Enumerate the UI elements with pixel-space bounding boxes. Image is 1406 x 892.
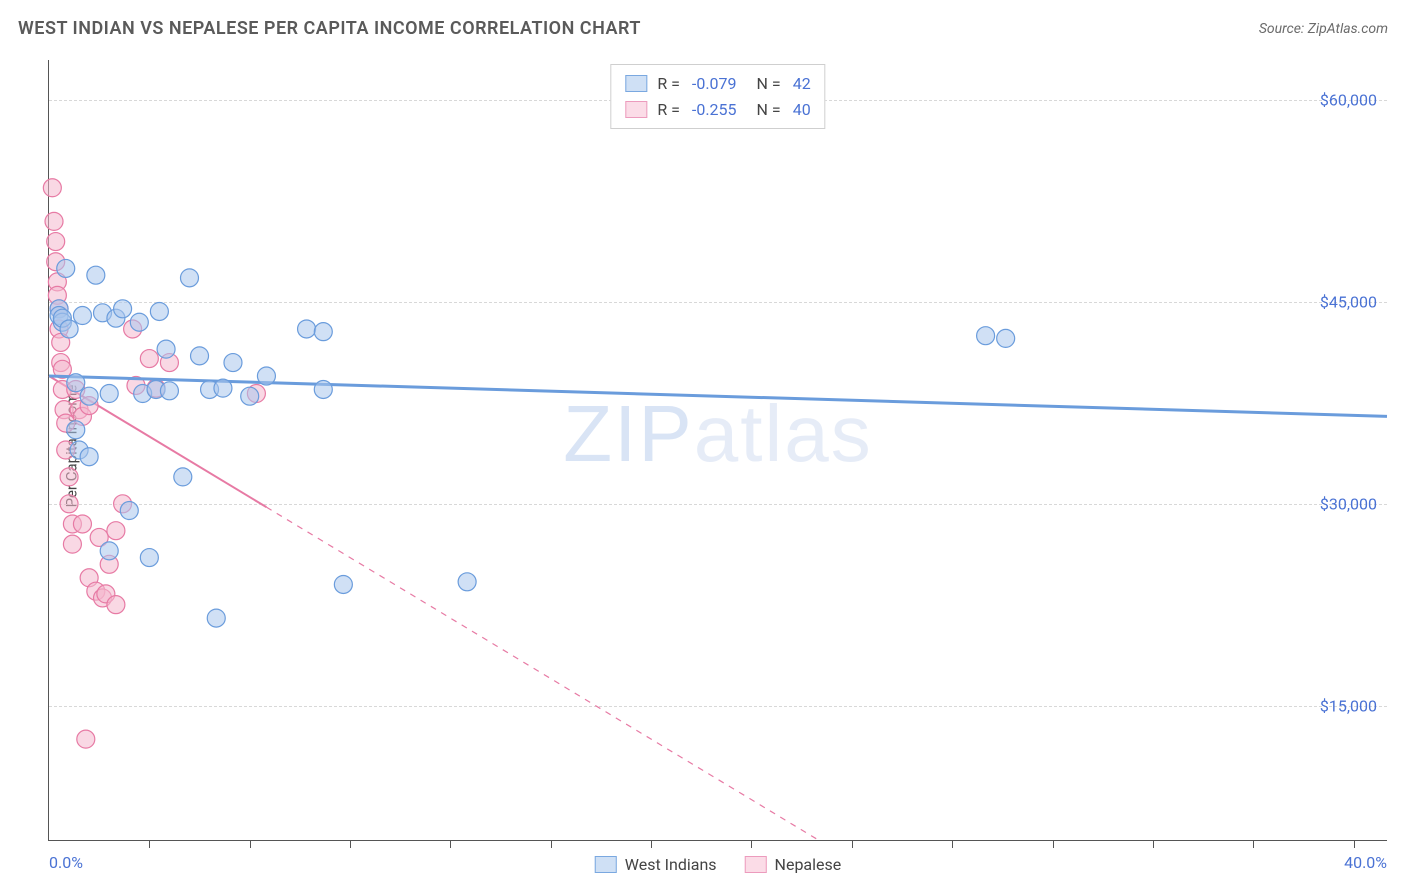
- source-label: Source: ZipAtlas.com: [1259, 21, 1388, 37]
- legend-label-nepalese: Nepalese: [775, 855, 842, 874]
- x-axis-max-label: 40.0%: [1344, 853, 1387, 872]
- data-point: [214, 379, 232, 397]
- data-point: [157, 340, 175, 358]
- x-tick: [1253, 840, 1254, 848]
- legend-item-nepalese: Nepalese: [745, 855, 842, 874]
- data-point: [60, 320, 78, 338]
- x-tick: [250, 840, 251, 848]
- data-point: [57, 259, 75, 277]
- data-point: [174, 468, 192, 486]
- data-point: [63, 535, 81, 553]
- data-point: [130, 313, 148, 331]
- data-point: [334, 575, 352, 593]
- data-point: [140, 549, 158, 567]
- data-point: [77, 730, 95, 748]
- data-point: [107, 596, 125, 614]
- data-point: [45, 212, 63, 230]
- legend-label-west-indians: West Indians: [625, 855, 717, 874]
- data-point: [60, 468, 78, 486]
- x-tick: [1053, 840, 1054, 848]
- chart-area: ZIPatlas $15,000$30,000$45,000$60,000 0.…: [48, 60, 1387, 841]
- data-point: [458, 573, 476, 591]
- data-point: [60, 495, 78, 513]
- data-point: [43, 179, 61, 197]
- x-axis-min-label: 0.0%: [49, 853, 83, 872]
- x-tick: [350, 840, 351, 848]
- data-point: [73, 515, 91, 533]
- data-point: [67, 374, 85, 392]
- data-point: [207, 609, 225, 627]
- data-point: [191, 347, 209, 365]
- data-point: [224, 354, 242, 372]
- trend-line-dashed: [266, 507, 818, 840]
- data-point: [120, 502, 138, 520]
- data-point: [314, 323, 332, 341]
- chart-title: WEST INDIAN VS NEPALESE PER CAPITA INCOM…: [18, 18, 641, 39]
- legend-item-west-indians: West Indians: [595, 855, 717, 874]
- series-legend: West Indians Nepalese: [595, 855, 842, 874]
- scatter-plot: [49, 60, 1387, 840]
- data-point: [298, 320, 316, 338]
- data-point: [257, 367, 275, 385]
- data-point: [107, 522, 125, 540]
- data-point: [100, 385, 118, 403]
- legend-swatch-nepalese: [745, 856, 767, 873]
- data-point: [180, 269, 198, 287]
- x-tick: [952, 840, 953, 848]
- x-tick: [751, 840, 752, 848]
- data-point: [73, 307, 91, 325]
- data-point: [80, 448, 98, 466]
- header: WEST INDIAN VS NEPALESE PER CAPITA INCOM…: [18, 18, 1388, 39]
- data-point: [87, 266, 105, 284]
- data-point: [67, 421, 85, 439]
- x-tick: [149, 840, 150, 848]
- x-tick: [1354, 840, 1355, 848]
- data-point: [80, 387, 98, 405]
- data-point: [241, 387, 259, 405]
- data-point: [997, 329, 1015, 347]
- x-tick: [551, 840, 552, 848]
- data-point: [150, 302, 168, 320]
- data-point: [314, 380, 332, 398]
- data-point: [977, 327, 995, 345]
- x-tick: [852, 840, 853, 848]
- x-tick: [651, 840, 652, 848]
- data-point: [100, 542, 118, 560]
- x-tick: [1153, 840, 1154, 848]
- data-point: [47, 233, 65, 251]
- data-point: [114, 300, 132, 318]
- data-point: [140, 350, 158, 368]
- x-tick: [450, 840, 451, 848]
- legend-swatch-west-indians: [595, 856, 617, 873]
- data-point: [160, 382, 178, 400]
